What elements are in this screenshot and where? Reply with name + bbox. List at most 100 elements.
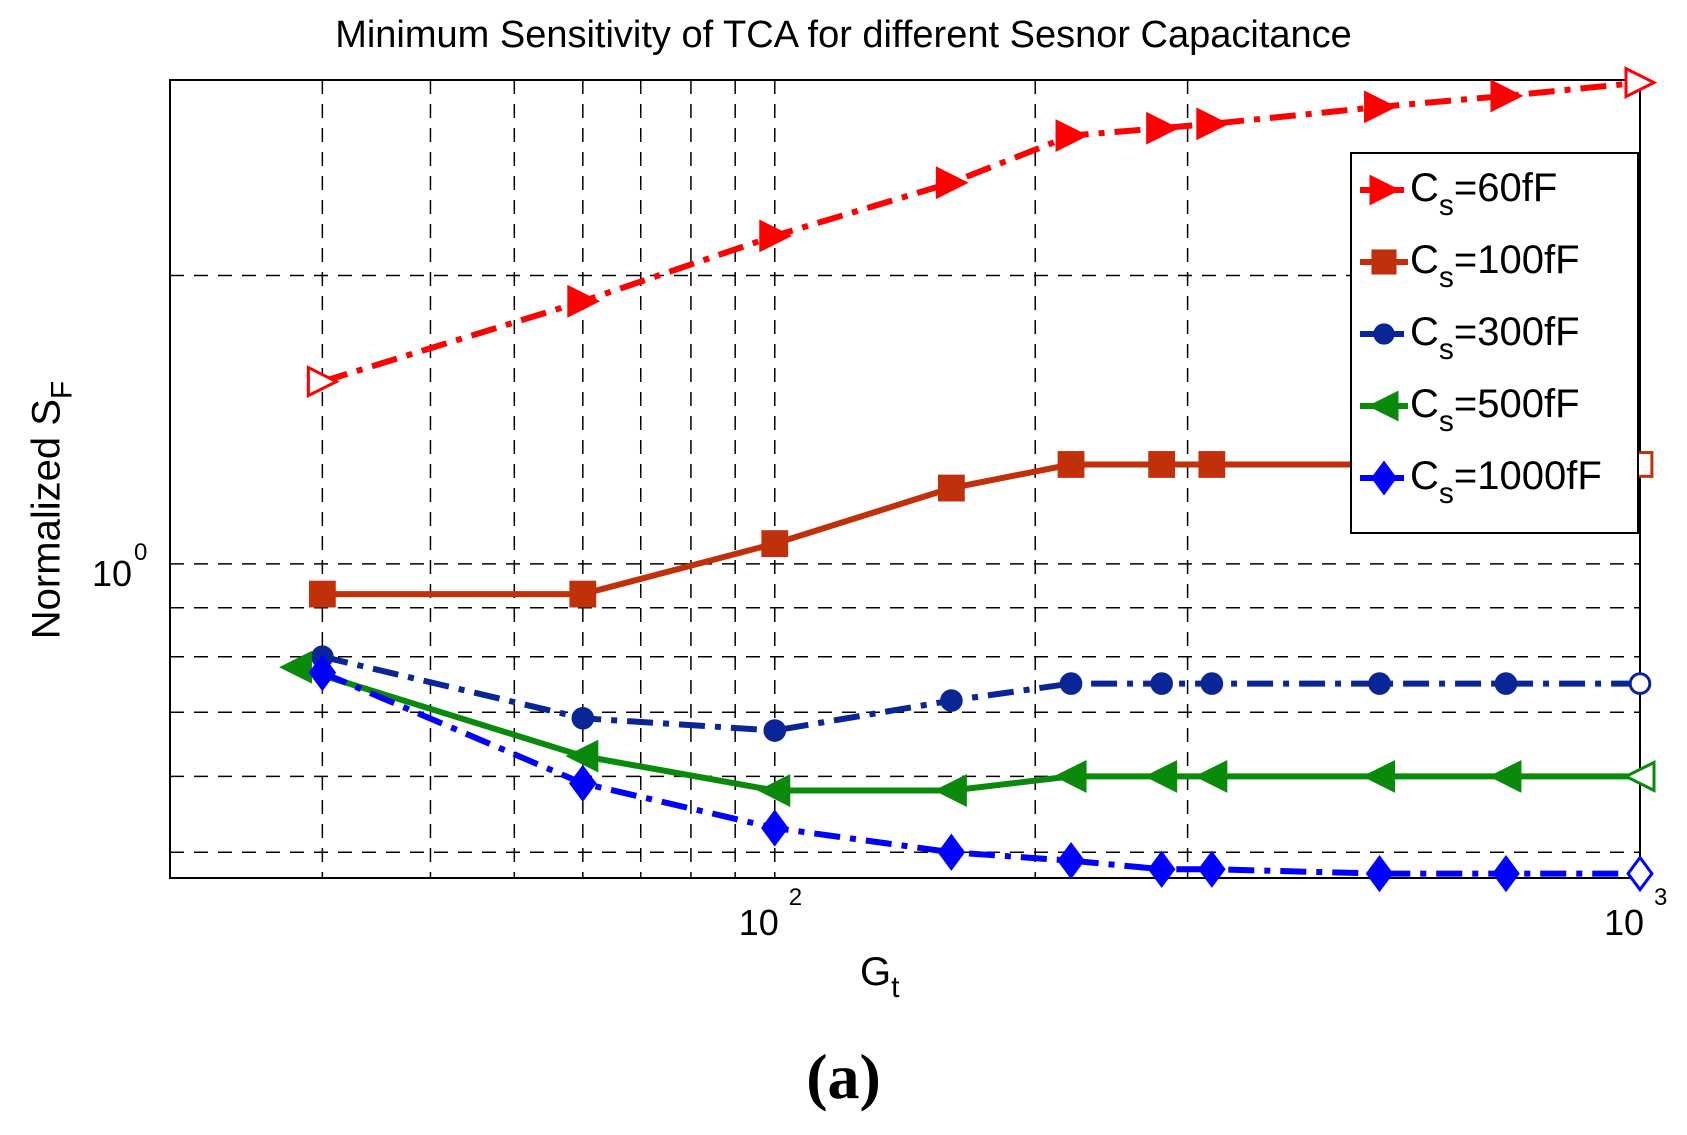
x-axis-label-sub: t bbox=[891, 971, 900, 1004]
data-point bbox=[1622, 759, 1656, 793]
data-point bbox=[1147, 850, 1176, 888]
x-tick-base: 10 bbox=[739, 902, 779, 943]
x-tick-exponent: 2 bbox=[789, 884, 802, 911]
x-tick-label: 10 3 bbox=[1604, 884, 1667, 943]
legend-label-main: C bbox=[1410, 382, 1439, 426]
legend-swatch bbox=[1360, 390, 1408, 422]
legend-swatch bbox=[1360, 460, 1408, 496]
data-point bbox=[1057, 451, 1085, 478]
data-point bbox=[569, 764, 597, 803]
series-line bbox=[321, 79, 1641, 385]
data-point bbox=[761, 530, 789, 557]
legend-label-sub: s bbox=[1438, 189, 1454, 222]
y-tick-base: 10 bbox=[92, 553, 132, 594]
data-point bbox=[940, 689, 963, 712]
data-point bbox=[1148, 451, 1176, 478]
series-layer bbox=[279, 66, 1658, 893]
data-point bbox=[1057, 842, 1085, 880]
legend-item: Cs=100fF bbox=[1352, 234, 1637, 304]
series-line bbox=[321, 669, 1640, 877]
axes-layer bbox=[169, 79, 1641, 879]
figure-caption: (a) bbox=[806, 1041, 881, 1112]
series-line bbox=[295, 664, 1640, 794]
data-point bbox=[1362, 759, 1396, 793]
data-point bbox=[1146, 111, 1180, 145]
data-point bbox=[1365, 854, 1394, 893]
data-point bbox=[571, 706, 595, 730]
legend-item: Cs=500fF bbox=[1352, 378, 1637, 448]
data-point bbox=[279, 650, 312, 684]
data-point bbox=[1628, 672, 1652, 695]
data-point bbox=[1492, 854, 1520, 893]
data-point bbox=[1194, 759, 1228, 793]
legend-label-sub: s bbox=[1438, 405, 1454, 438]
data-point bbox=[763, 719, 787, 742]
data-point bbox=[1055, 119, 1089, 152]
data-point bbox=[565, 739, 599, 773]
legend-label-value: =1000fF bbox=[1453, 454, 1602, 498]
y-tick-label: 100 bbox=[92, 539, 147, 594]
data-point bbox=[759, 219, 793, 253]
data-point bbox=[1059, 672, 1083, 695]
x-tick-label: 10 2 bbox=[739, 884, 802, 943]
data-point bbox=[1053, 759, 1087, 793]
legend-label-main: C bbox=[1410, 166, 1439, 210]
legend-label-main: C bbox=[1410, 238, 1439, 282]
grid-layer bbox=[170, 80, 1641, 878]
y-axis-label-sub: F bbox=[45, 380, 79, 400]
data-point bbox=[1196, 107, 1230, 141]
series-2 bbox=[308, 451, 1654, 608]
legend-label-sub: s bbox=[1438, 477, 1454, 510]
y-axis-label-main: Normalized S bbox=[24, 399, 69, 640]
x-axis-label: Gt bbox=[860, 950, 899, 1005]
legend: Cs=60fF Cs=100fF Cs=300fF Cs=500fF Cs=1000fF bbox=[1350, 152, 1639, 534]
legend-label-value: =100fF bbox=[1453, 238, 1580, 282]
legend-item: Cs=60fF bbox=[1352, 162, 1637, 232]
legend-swatch bbox=[1360, 174, 1408, 206]
chart-title: Minimum Sensitivity of TCA for different… bbox=[335, 14, 1352, 56]
legend-item: Cs=300fF bbox=[1352, 306, 1637, 376]
x-tick-base: 10 bbox=[1604, 902, 1644, 943]
legend-swatch bbox=[1360, 249, 1408, 275]
series-3 bbox=[311, 645, 1652, 742]
data-point bbox=[1364, 90, 1397, 124]
data-point bbox=[1626, 854, 1654, 893]
data-point bbox=[567, 284, 601, 318]
axes-box bbox=[169, 79, 1641, 879]
legend-label-value: =300fF bbox=[1453, 310, 1580, 354]
y-tick-exponent: 0 bbox=[134, 539, 147, 566]
series-line bbox=[321, 653, 1640, 734]
x-axis-label-main: G bbox=[860, 950, 892, 994]
data-point bbox=[1494, 672, 1518, 695]
data-point bbox=[1368, 672, 1391, 695]
data-point bbox=[935, 166, 969, 200]
legend-label-sub: s bbox=[1438, 333, 1454, 366]
series-4 bbox=[279, 650, 1656, 807]
data-point bbox=[937, 833, 966, 871]
legend-label: Cs=1000fF bbox=[1410, 454, 1602, 510]
legend-marker bbox=[1367, 390, 1399, 422]
data-point bbox=[1490, 79, 1524, 113]
legend-marker bbox=[1371, 249, 1397, 275]
series-5 bbox=[308, 654, 1654, 893]
data-point bbox=[937, 474, 965, 502]
legend-swatch bbox=[1360, 323, 1408, 345]
series-1 bbox=[306, 66, 1658, 398]
legend-marker bbox=[1371, 460, 1397, 496]
legend-marker bbox=[1369, 174, 1401, 206]
y-axis-label: Normalized SF bbox=[25, 381, 80, 639]
data-point bbox=[1150, 672, 1173, 695]
legend-label-value: =500fF bbox=[1453, 382, 1580, 426]
legend-item: Cs=1000fF bbox=[1352, 450, 1637, 520]
legend-label-main: C bbox=[1410, 454, 1439, 498]
data-point bbox=[1144, 759, 1178, 793]
data-point bbox=[306, 365, 340, 398]
legend-label: Cs=300fF bbox=[1410, 310, 1580, 366]
data-point bbox=[1200, 672, 1224, 695]
legend-label: Cs=100fF bbox=[1410, 238, 1580, 294]
legend-label: Cs=60fF bbox=[1410, 166, 1558, 222]
legend-label-value: =60fF bbox=[1453, 166, 1558, 210]
